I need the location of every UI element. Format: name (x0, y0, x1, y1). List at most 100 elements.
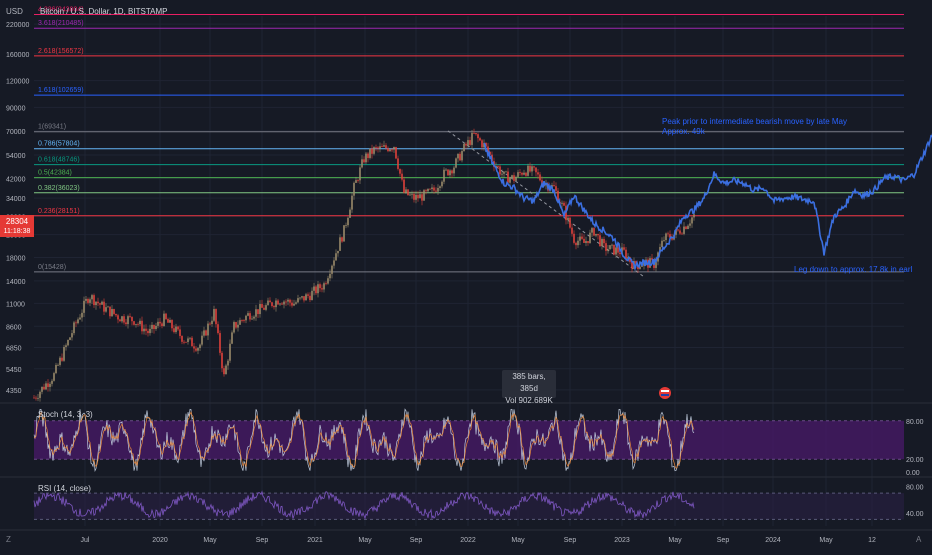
price-candle (365, 153, 367, 163)
price-candle (255, 309, 257, 317)
price-candle (533, 166, 535, 168)
price-candle (161, 323, 163, 327)
annotation-peak-line2[interactable]: Approx. 49k (662, 127, 706, 136)
price-candle (579, 236, 581, 241)
price-candle (325, 283, 327, 285)
price-candle (211, 320, 213, 324)
price-candle (581, 236, 583, 239)
price-candle (345, 225, 347, 226)
price-candle (141, 320, 143, 332)
price-candle (471, 132, 473, 145)
price-candle (447, 169, 449, 176)
price-candle (681, 233, 683, 235)
price-candle (203, 330, 205, 336)
price-candle (269, 300, 271, 303)
x-tick-label: May (358, 537, 372, 544)
price-candle (219, 333, 221, 353)
price-candle (511, 175, 513, 178)
x-tick-label: 2023 (614, 537, 630, 544)
auto-scale-icon[interactable]: A (916, 535, 922, 544)
fib-level-label: 1.618(102659) (38, 87, 84, 94)
price-candle (93, 295, 95, 306)
symbol-title[interactable]: Bitcoin / U.S. Dollar, 1D, BITSTAMP (40, 7, 167, 16)
price-candle (515, 176, 517, 181)
price-candle (295, 302, 297, 304)
price-candle (393, 147, 395, 150)
price-candle (87, 298, 89, 303)
price-candle (421, 194, 423, 201)
price-candle (261, 304, 263, 308)
price-candle (201, 335, 203, 345)
price-candle (583, 238, 585, 243)
price-candle (149, 328, 151, 334)
price-candle (195, 348, 197, 351)
price-candle (337, 250, 339, 254)
rsi-y-tick-label: 80.00 (906, 485, 924, 492)
fib-level-label: 0.5(42384) (38, 170, 72, 177)
timezone-icon[interactable]: Z (6, 535, 11, 544)
price-candle (123, 316, 125, 323)
price-candle (113, 309, 115, 314)
price-candle (301, 296, 303, 298)
price-candle (273, 306, 275, 308)
price-candle (479, 138, 481, 141)
price-candle (99, 303, 101, 305)
price-candle (591, 228, 593, 233)
price-candle (69, 337, 71, 340)
price-candle (183, 341, 185, 343)
price-candle (279, 303, 281, 305)
price-candle (101, 301, 103, 305)
price-candle (527, 165, 529, 176)
price-candle (423, 190, 425, 201)
annotation-leg-down[interactable]: Leg down to approx. 17.8k in earl (794, 265, 913, 274)
x-tick-label: May (203, 537, 217, 544)
price-candle (327, 278, 329, 284)
flag-icon[interactable] (659, 387, 671, 399)
price-candle (577, 240, 579, 246)
price-candle (315, 286, 317, 294)
current-price-badge: 28304 11:18:38 (0, 215, 34, 237)
price-candle (651, 258, 653, 260)
price-candle (83, 300, 85, 313)
price-candle (433, 187, 435, 191)
price-candle (613, 244, 615, 255)
y-tick-label: 54000 (6, 153, 26, 160)
price-candle (75, 322, 77, 324)
price-candle (45, 383, 47, 390)
stoch-title[interactable]: Stoch (14, 3, 3) (38, 410, 93, 419)
price-candle (189, 337, 191, 339)
price-candle (625, 249, 627, 260)
price-candle (139, 320, 141, 325)
x-tick-label: May (511, 537, 525, 544)
rsi-title[interactable]: RSI (14, close) (38, 484, 91, 493)
rsi-y-tick-label: 40.00 (906, 511, 924, 518)
price-candle (401, 173, 403, 180)
price-candle (171, 320, 173, 329)
y-tick-label: 90000 (6, 105, 26, 112)
price-candle (645, 259, 647, 261)
annotation-peak[interactable]: Peak prior to intermediate bearish move … (662, 117, 847, 126)
price-candle (233, 322, 235, 333)
price-candle (125, 322, 127, 325)
price-candle (501, 173, 503, 175)
price-candle (147, 330, 149, 334)
price-candle (517, 172, 519, 177)
price-candle (239, 320, 241, 325)
price-candle (199, 344, 201, 349)
price-candle (415, 194, 417, 200)
price-candle (389, 149, 391, 152)
price-candle (437, 188, 439, 192)
price-candle (513, 175, 515, 181)
price-candle (323, 283, 325, 290)
price-candle (457, 153, 459, 159)
price-candle (95, 301, 97, 306)
fib-level-label: 2.618(156572) (38, 48, 84, 55)
price-candle (285, 301, 287, 303)
price-candle (181, 335, 183, 342)
price-candle (311, 290, 313, 301)
price-candle (563, 202, 565, 206)
price-candle (175, 326, 177, 333)
current-price-value: 28304 (6, 217, 29, 226)
price-candle (615, 247, 617, 255)
